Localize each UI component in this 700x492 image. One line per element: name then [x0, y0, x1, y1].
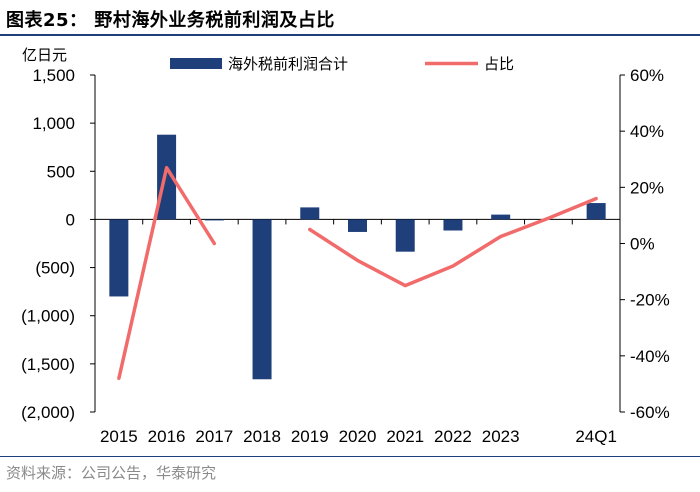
left-axis-tick-label: (2,000): [21, 403, 75, 422]
right-axis-tick-label: 40%: [630, 122, 664, 141]
bar: [586, 203, 606, 220]
left-axis-tick-label: (1,000): [21, 307, 75, 326]
x-axis-tick-label: 2020: [339, 427, 377, 446]
legend-bar-swatch: [170, 58, 222, 69]
right-axis-tick-label: 0%: [630, 235, 655, 254]
source-divider: [0, 456, 700, 457]
chart-title: 图表25： 野村海外业务税前利润及占比: [6, 10, 335, 31]
bar: [491, 214, 511, 220]
left-axis-tick-label: 0: [66, 210, 75, 229]
x-axis-tick-label: 2022: [434, 427, 472, 446]
bar: [300, 207, 320, 220]
right-axis-tick-label: -60%: [630, 403, 670, 422]
x-axis-tick-label: 24Q1: [575, 427, 617, 446]
source-note: 资料来源：公司公告，华泰研究: [6, 464, 217, 482]
legend-line-label: 占比: [484, 55, 514, 73]
x-axis-tick-label: 2017: [195, 427, 233, 446]
left-axis-tick-label: (1,500): [21, 355, 75, 374]
legend: 海外税前利润合计 占比: [170, 55, 514, 73]
right-axis-tick-label: 60%: [630, 66, 664, 85]
bar: [395, 219, 415, 252]
x-axis-tick-label: 2018: [243, 427, 281, 446]
share-line-segment: [117, 165, 217, 381]
left-axis-unit: 亿日元: [22, 46, 67, 64]
bar: [204, 219, 224, 221]
right-axis-tick-label: -20%: [630, 291, 670, 310]
left-axis-tick-label: 1,500: [32, 66, 75, 85]
x-axis-tick-label: 2021: [386, 427, 424, 446]
left-axis-tick-label: 1,000: [32, 114, 75, 133]
left-axis-tick-label: (500): [35, 259, 75, 278]
x-axis-tick-label: 2023: [482, 427, 520, 446]
title-divider: [0, 34, 700, 36]
right-axis-tick-label: 20%: [630, 178, 664, 197]
x-axis-tick-label: 2019: [291, 427, 329, 446]
bar: [443, 219, 463, 231]
share-line-segment: [308, 196, 598, 288]
chart: 亿日元 海外税前利润合计 占比 1,500 1,000 500 0 (500) (1,00…: [21, 46, 670, 446]
right-axis-tick-label: -40%: [630, 347, 670, 366]
left-axis-tick-label: 500: [47, 162, 75, 181]
bar: [157, 134, 177, 220]
bar: [252, 219, 272, 380]
bar: [348, 219, 367, 232]
bar: [109, 219, 129, 297]
legend-bar-label: 海外税前利润合计: [228, 55, 348, 73]
x-axis-tick-label: 2016: [148, 427, 186, 446]
x-axis-tick-label: 2015: [100, 427, 138, 446]
